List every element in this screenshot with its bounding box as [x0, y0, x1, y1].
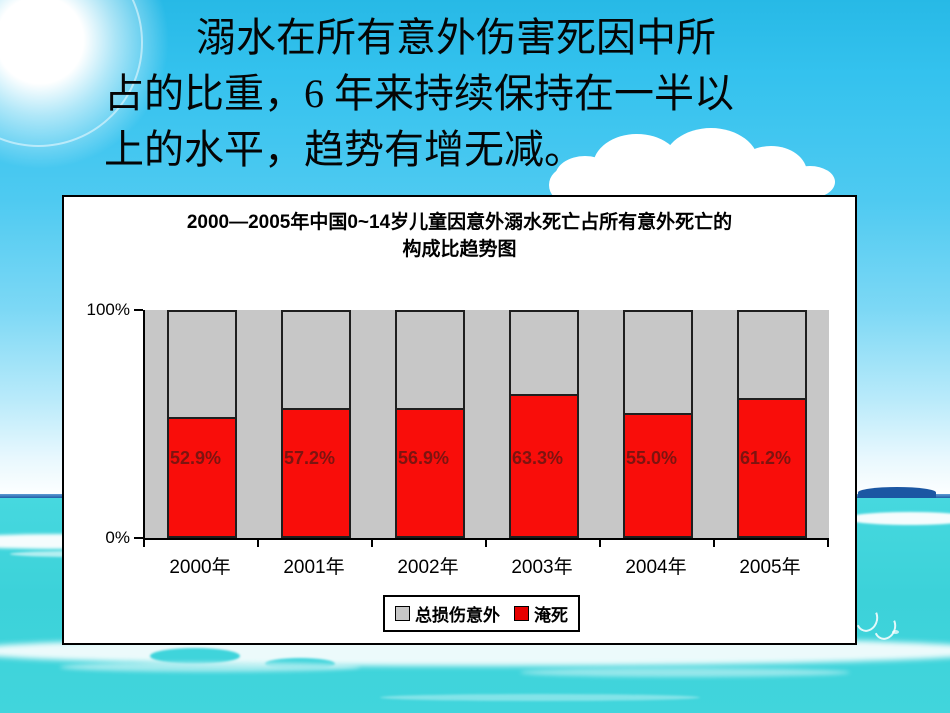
x-axis-label: 2004年 [625, 557, 687, 578]
bar-segment-drowning [167, 417, 237, 538]
x-axis-ticks [143, 538, 829, 547]
x-axis-label: 2003年 [511, 557, 573, 578]
chart-title-line: 构成比趋势图 [402, 239, 517, 260]
wave-curl [150, 648, 240, 664]
bar-segment-other-injury [623, 310, 693, 413]
plot-area: 52.9% 57.2% 56.9% [143, 310, 829, 540]
legend-box: 总损伤意外 淹死 [383, 595, 580, 632]
chart: 2000—2005年中国0~14岁儿童因意外溺水死亡占所有意外死亡的 构成比趋势… [62, 195, 857, 645]
bar-group-2000: 52.9% [145, 310, 259, 538]
x-axis-label: 2002年 [397, 557, 459, 578]
legend-label: 淹死 [534, 606, 568, 625]
bar-value-label: 55.0% [626, 448, 678, 468]
bar-value-label: 61.2% [740, 448, 792, 468]
bar-group-2002: 56.9% [373, 310, 487, 538]
bar-group-2001: 57.2% [259, 310, 373, 538]
stacked-bar: 52.9% [167, 310, 237, 538]
slide-title-line: 上的水平，趋势有增无减。 [104, 127, 584, 172]
bar-value-label: 63.3% [512, 448, 564, 468]
bar-segment-other-injury [737, 310, 807, 399]
distant-island [858, 487, 936, 498]
bar-segment-drowning [509, 393, 579, 538]
legend-item-drowning: 淹死 [514, 601, 568, 626]
legend-item-other-injury: 总损伤意外 [395, 601, 500, 626]
stacked-bar: 61.2% [737, 310, 807, 538]
bar-segment-other-injury [281, 310, 351, 408]
bar-segment-drowning [395, 408, 465, 538]
bar-group-2004: 55.0% [601, 310, 715, 538]
wave-streak [60, 662, 360, 672]
legend-label: 总损伤意外 [415, 606, 500, 625]
legend: 总损伤意外 淹死 [108, 595, 855, 632]
stacked-bar: 55.0% [623, 310, 693, 538]
slide-title: 溺水在所有意外伤害死因中所 占的比重，6 年来持续保持在一半以 上的水平，趋势有… [104, 10, 910, 178]
ripple-icon [892, 630, 899, 634]
bar-value-label: 56.9% [398, 448, 450, 468]
y-axis-tick [134, 309, 143, 311]
y-axis-label-100: 100% [86, 300, 130, 319]
bar-group-2003: 63.3% [487, 310, 601, 538]
wave-streak [845, 512, 950, 525]
bar-segment-other-injury [509, 310, 579, 394]
bar-segment-other-injury [395, 310, 465, 409]
bar-segment-drowning [623, 412, 693, 538]
wave-streak [380, 694, 700, 701]
x-axis-label: 2001年 [283, 557, 345, 578]
y-axis-tick [134, 537, 143, 539]
slide-title-line: 占的比重，6 年来持续保持在一半以 [104, 71, 734, 116]
bar-value-label: 57.2% [284, 448, 336, 468]
wave-streak [520, 668, 850, 677]
y-axis-label-0: 0% [105, 528, 130, 547]
chart-title-line: 2000—2005年中国0~14岁儿童因意外溺水死亡占所有意外死亡的 [186, 212, 733, 233]
chart-title: 2000—2005年中国0~14岁儿童因意外溺水死亡占所有意外死亡的 构成比趋势… [64, 209, 855, 263]
x-axis-label: 2000年 [169, 557, 231, 578]
bar-segment-drowning [737, 398, 807, 538]
x-axis-labels: 2000年 2001年 2002年 2003年 2004年 2005年 [143, 552, 827, 579]
legend-swatch-red [514, 606, 529, 621]
stacked-bar: 57.2% [281, 310, 351, 538]
legend-swatch-gray [395, 606, 410, 621]
bar-group-2005: 61.2% [715, 310, 829, 538]
bar-value-label: 52.9% [170, 448, 222, 468]
x-axis-label: 2005年 [739, 557, 801, 578]
bar-segment-other-injury [167, 310, 237, 418]
stacked-bar: 63.3% [509, 310, 579, 538]
stacked-bar: 56.9% [395, 310, 465, 538]
slide-title-line: 溺水在所有意外伤害死因中所 [196, 15, 716, 60]
bar-segment-drowning [281, 407, 351, 538]
